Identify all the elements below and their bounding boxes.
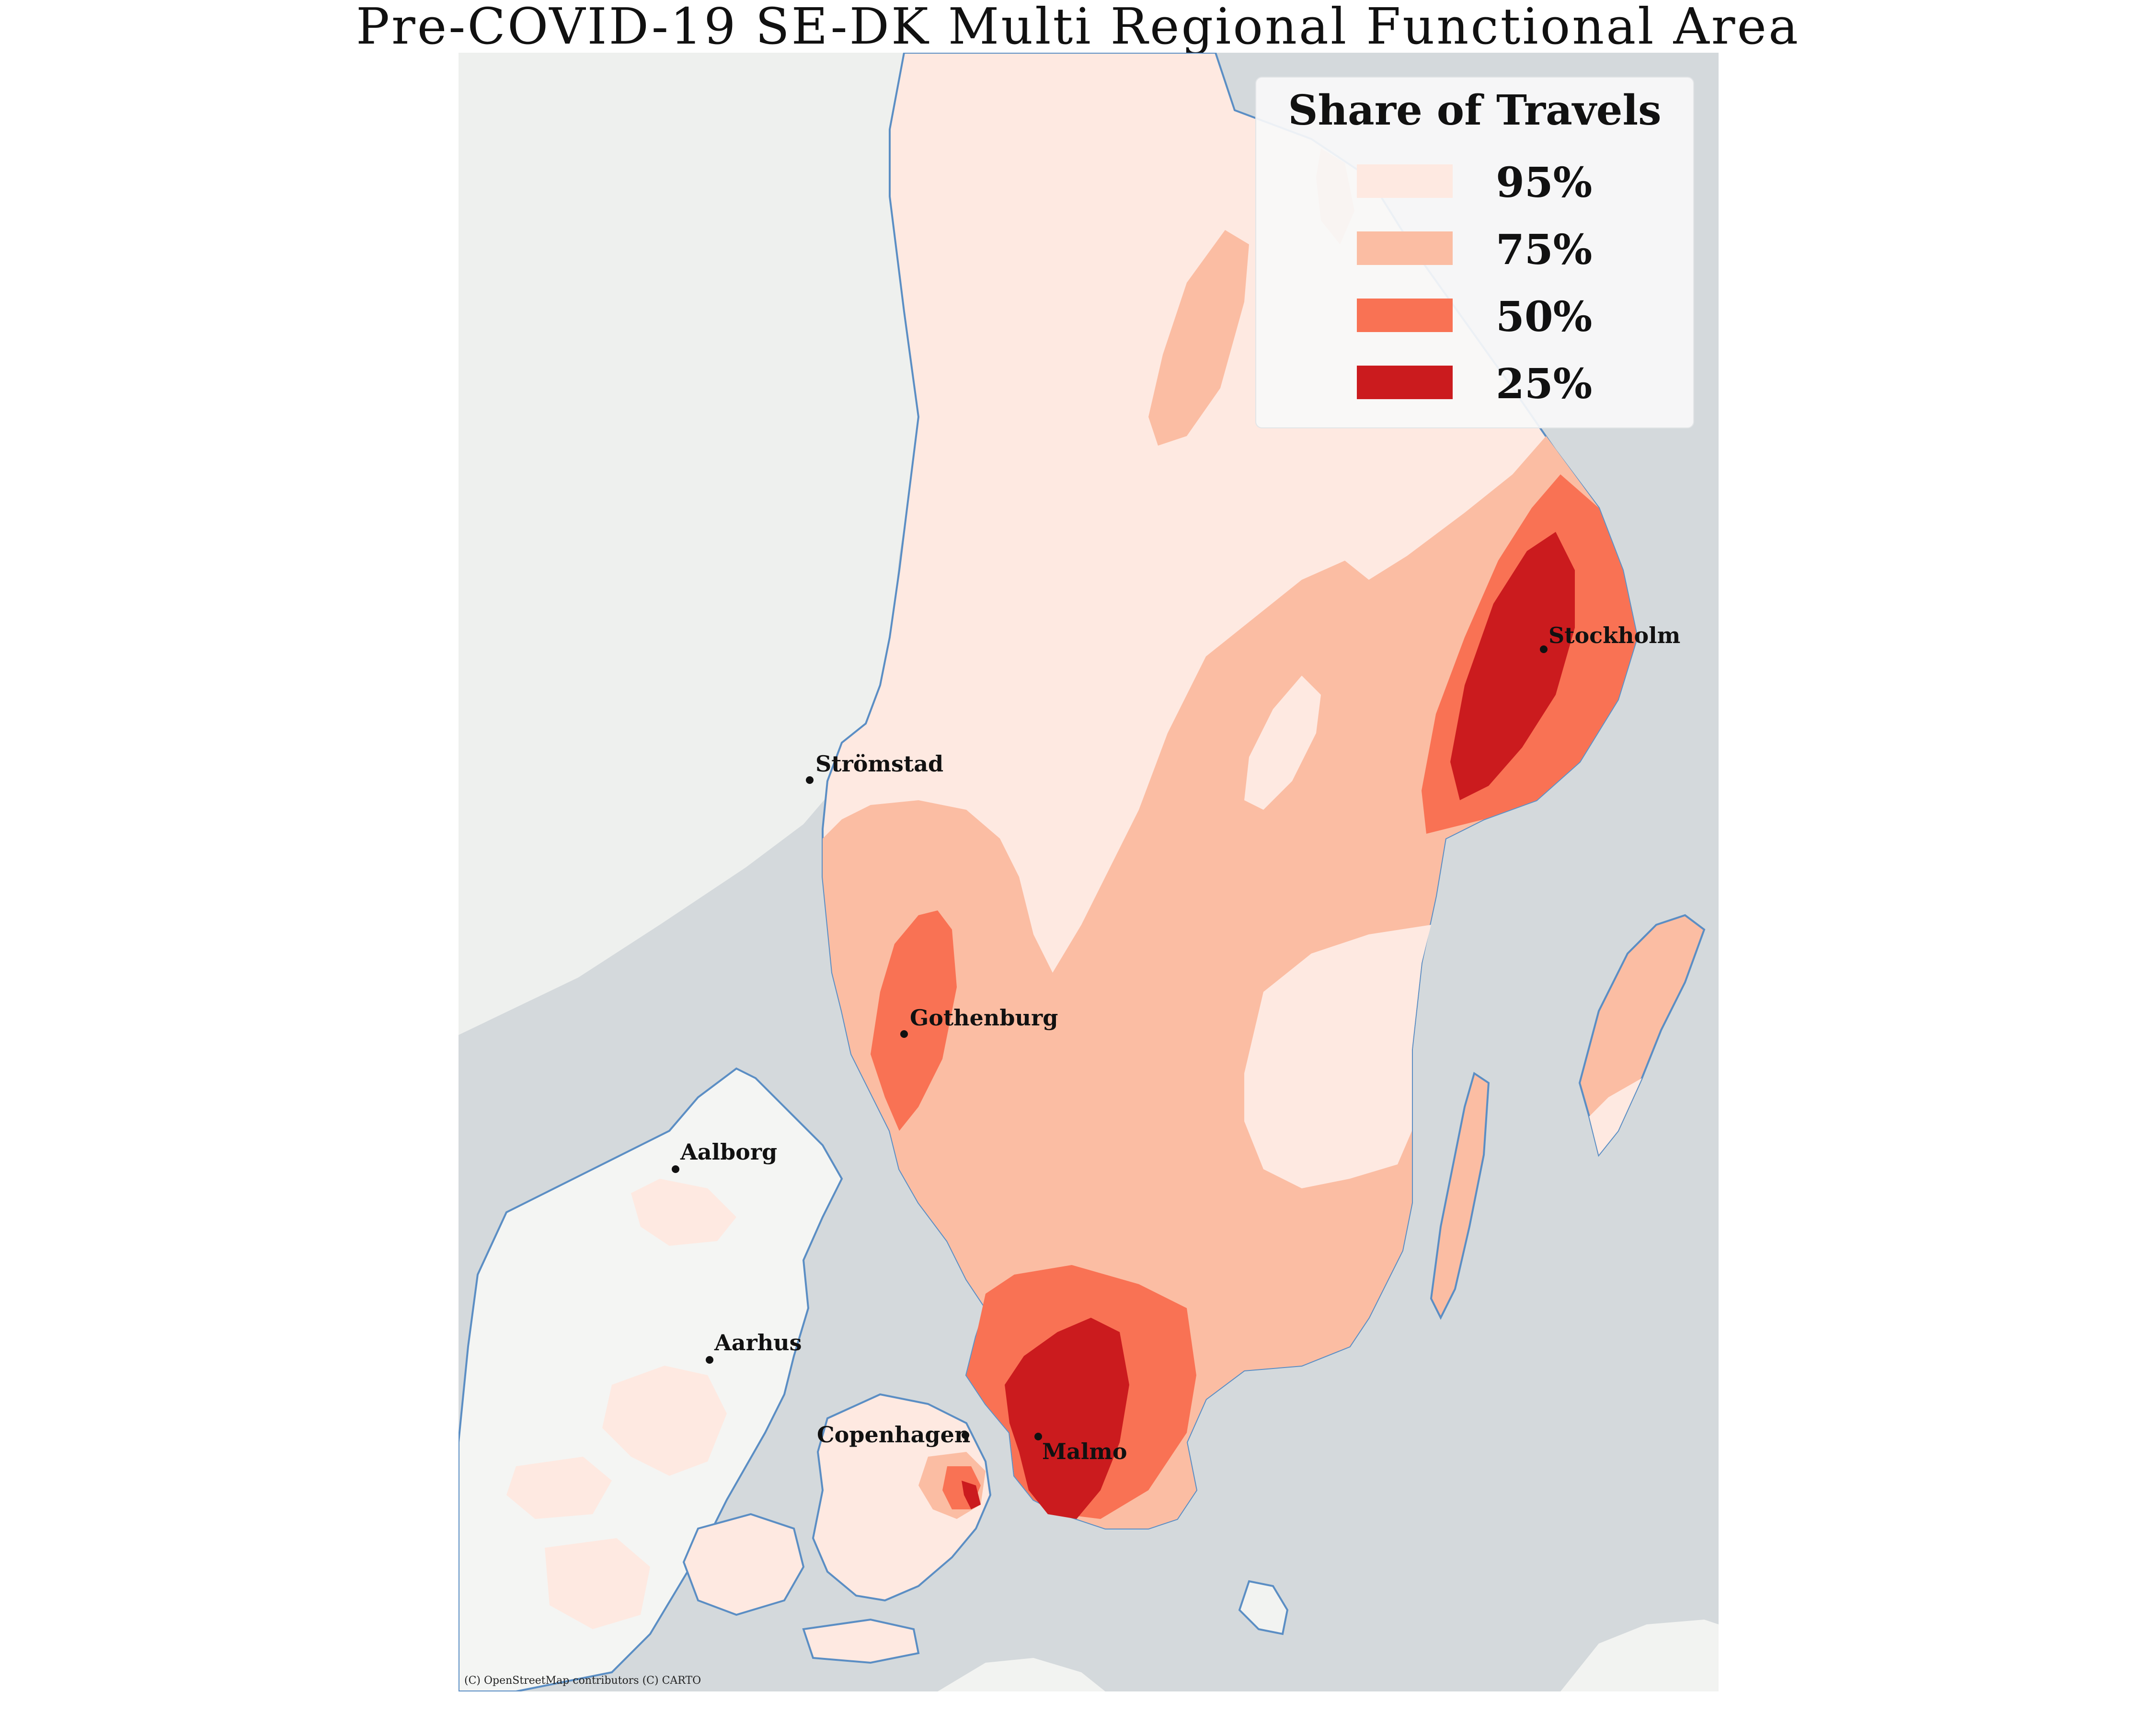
map-attribution: (C) OpenStreetMap contributors (C) CARTO — [464, 1675, 701, 1687]
contour-50-gothenburg — [871, 910, 957, 1131]
legend-label-95: 95% — [1496, 159, 1593, 207]
gotland-south-light — [1589, 1078, 1642, 1155]
legend-label-25: 25% — [1496, 360, 1593, 408]
legend-title: Share of Travels — [1288, 86, 1662, 135]
map-title: Pre-COVID-19 SE-DK Multi Regional Functi… — [356, 0, 1800, 56]
jutland-west-patch — [506, 1457, 612, 1519]
legend-swatch-95 — [1357, 164, 1453, 198]
city-marker-aarhus[interactable]: Aarhus — [706, 1330, 802, 1364]
city-label-stromstad: Strömstad — [815, 751, 943, 777]
city-marker-malmo[interactable]: Malmo — [1034, 1433, 1127, 1464]
jutland-aalborg-patch — [631, 1179, 736, 1246]
jutland-south-patch — [545, 1538, 650, 1629]
funen-island — [682, 1513, 805, 1616]
contour-25-copenhagen — [962, 1481, 981, 1509]
lolland-island — [802, 1618, 920, 1664]
jutland-aarhus-patch — [602, 1366, 727, 1476]
city-label-stockholm: Stockholm — [1548, 622, 1680, 648]
legend-swatch-25 — [1357, 366, 1453, 399]
norway-landmass — [459, 53, 928, 1035]
poland-coast — [938, 1658, 1105, 1691]
contour-95-hole-center — [1244, 676, 1321, 810]
contour-25-stockholm — [1450, 532, 1575, 800]
legend-label-50: 50% — [1496, 293, 1593, 341]
city-label-gothenburg: Gothenburg — [910, 1005, 1058, 1031]
legend-swatch-75 — [1357, 231, 1453, 265]
city-marker-aalborg[interactable]: Aalborg — [672, 1139, 777, 1173]
city-marker-copenhagen[interactable]: Copenhagen — [817, 1422, 970, 1448]
city-label-malmo: Malmo — [1042, 1438, 1127, 1464]
city-marker-stromstad[interactable]: Strömstad — [806, 751, 943, 784]
city-marker-gothenburg[interactable]: Gothenburg — [900, 1005, 1058, 1038]
city-label-aalborg: Aalborg — [680, 1139, 777, 1165]
germany-landmass — [1560, 1620, 1719, 1691]
legend-label-75: 75% — [1496, 226, 1593, 274]
contour-95-hole-east — [1244, 925, 1431, 1188]
zealand-island — [812, 1393, 992, 1602]
city-label-copenhagen: Copenhagen — [817, 1422, 970, 1448]
legend-swatch-50 — [1357, 299, 1453, 332]
city-marker-stockholm[interactable]: Stockholm — [1540, 622, 1680, 653]
oland-island — [1430, 1071, 1490, 1320]
contour-75-north-patch — [1148, 230, 1249, 446]
bornholm-island — [1238, 1580, 1289, 1635]
legend: Share of Travels 95% 75% 50% 25% — [1255, 77, 1694, 428]
city-label-aarhus: Aarhus — [714, 1330, 802, 1356]
contour-75-main — [823, 436, 1637, 1529]
contour-25-skane — [1005, 1318, 1129, 1519]
